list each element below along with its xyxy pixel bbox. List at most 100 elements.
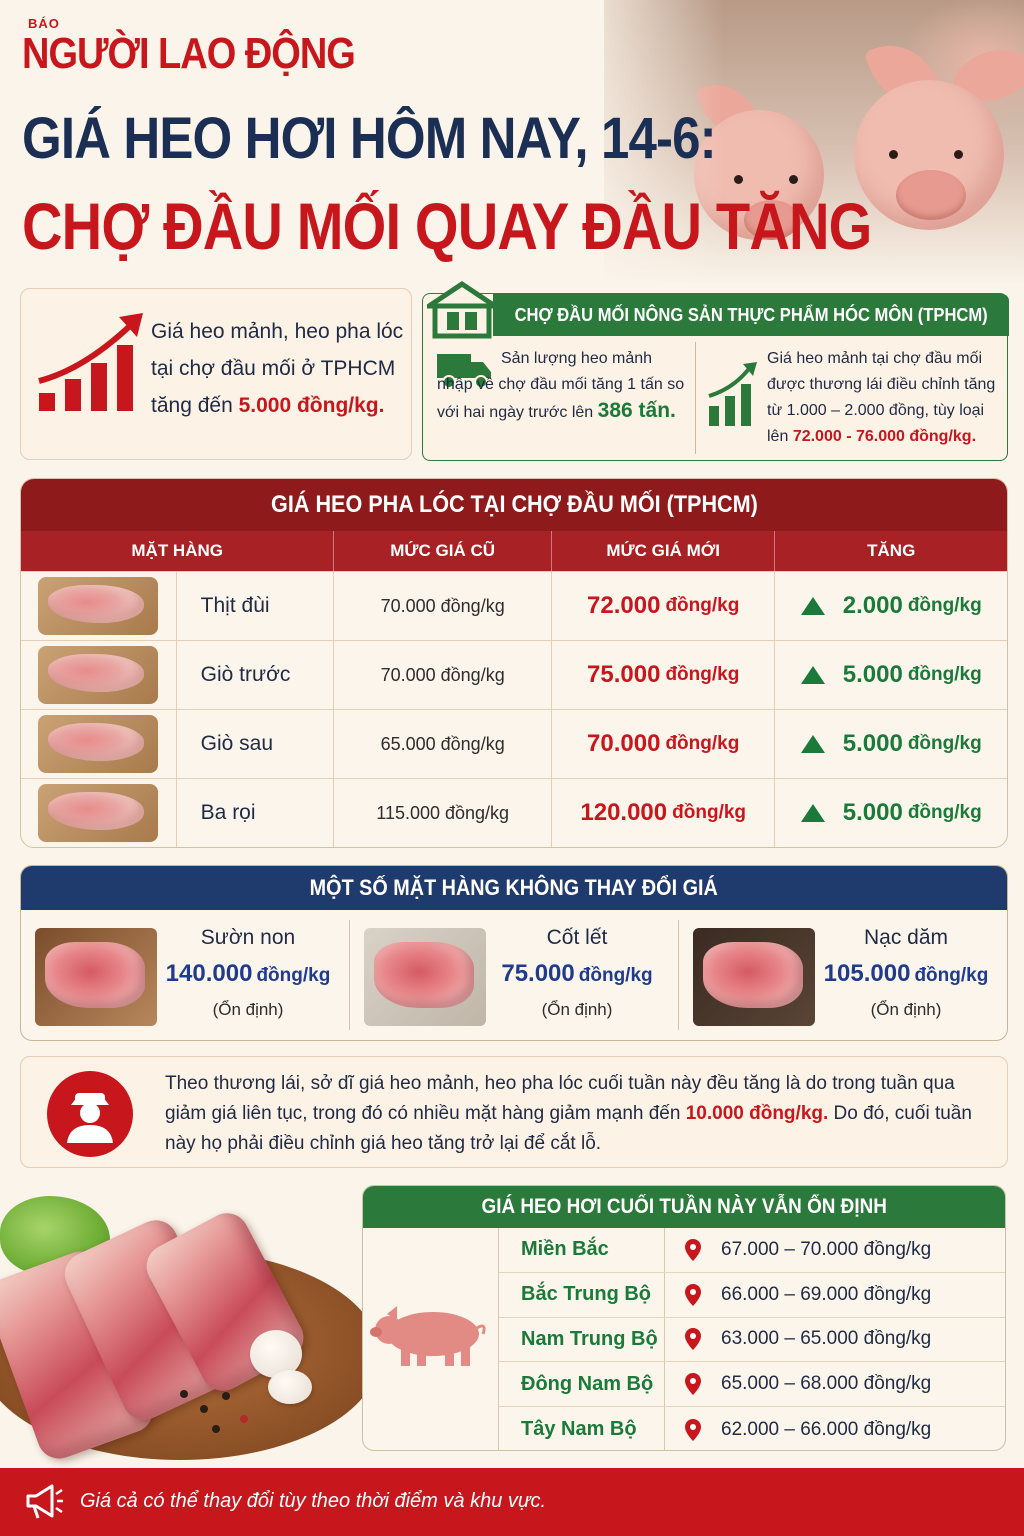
trader-quote: Theo thương lái, sở dĩ giá heo mảnh, heo…	[20, 1056, 1008, 1168]
quote-highlight: 10.000 đồng/kg.	[685, 1103, 829, 1124]
market-left-text: Sản lượng heo mảnh nhập về chợ đầu mối t…	[437, 350, 685, 422]
gio-truoc-image	[38, 646, 159, 704]
list-item: Nam Trung Bộ 63.000 – 65.000 đồng/kg	[499, 1317, 1005, 1363]
item-price: 140.000 đồng/kg	[165, 960, 331, 987]
up-arrow-icon	[800, 597, 825, 615]
item-status: (Ổn định)	[541, 1000, 613, 1019]
new-price: 120.000 đồng/kg	[552, 779, 776, 847]
unchanged-items: MỘT SỐ MẶT HÀNG KHÔNG THAY ĐỔI GIÁ Sườn …	[20, 865, 1008, 1041]
list-item: Bắc Trung Bộ 66.000 – 69.000 đồng/kg	[499, 1272, 1005, 1318]
item-status: (Ổn định)	[212, 1000, 284, 1019]
item-name: Ba rọi	[177, 779, 335, 847]
item-price: 75.000 đồng/kg	[501, 960, 653, 987]
new-price: 70.000 đồng/kg	[552, 710, 776, 778]
new-price: 72.000 đồng/kg	[552, 572, 776, 640]
trend-up-icon	[38, 313, 143, 411]
region-price: 63.000 – 65.000 đồng/kg	[721, 1328, 932, 1350]
summary-highlight: 5.000 đồng/kg.	[238, 394, 385, 417]
trader-icon	[47, 1071, 133, 1157]
region-name: Bắc Trung Bộ	[499, 1272, 665, 1317]
up-arrow-icon	[800, 804, 825, 822]
pig-icon	[370, 1306, 486, 1366]
market-title: CHỢ ĐẦU MỐI NÔNG SẢN THỰC PHẨM HÓC MÔN (…	[493, 294, 1009, 336]
up-arrow-icon	[800, 666, 825, 684]
market-box: CHỢ ĐẦU MỐI NÔNG SẢN THỰC PHẨM HÓC MÔN (…	[422, 280, 1009, 461]
old-price: 115.000 đồng/kg	[334, 779, 552, 847]
item-price: 105.000 đồng/kg	[823, 960, 989, 987]
market-left-value: 386 tấn.	[597, 399, 676, 422]
increase: 5.000 đồng/kg	[775, 779, 1007, 847]
ba-roi-image	[38, 784, 159, 842]
nac-dam-image	[693, 928, 815, 1026]
item-name: Giò trước	[177, 641, 335, 709]
list-item: Đông Nam Bộ 65.000 – 68.000 đồng/kg	[499, 1362, 1005, 1408]
unchanged-item: Sườn non 140.000 đồng/kg (Ổn định)	[21, 920, 350, 1030]
region-name: Đông Nam Bộ	[499, 1362, 665, 1407]
regions-title: GIÁ HEO HƠI CUỐI TUẦN NÀY VẪN ỔN ĐỊNH	[363, 1186, 1005, 1228]
table-row: Giò sau 65.000 đồng/kg 70.000 đồng/kg 5.0…	[21, 709, 1007, 778]
table-row: Giò trước 70.000 đồng/kg 75.000 đồng/kg 5…	[21, 640, 1007, 709]
table-header: MẶT HÀNG MỨC GIÁ CŨ MỨC GIÁ MỚI TĂNG	[21, 531, 1007, 571]
location-pin-icon	[665, 1418, 721, 1441]
region-price: 67.000 – 70.000 đồng/kg	[721, 1238, 932, 1260]
region-price: 62.000 – 66.000 đồng/kg	[721, 1418, 932, 1440]
bar-growth-icon	[708, 362, 757, 426]
old-price: 65.000 đồng/kg	[334, 710, 552, 778]
new-price: 75.000 đồng/kg	[552, 641, 776, 709]
item-name: Nạc dăm	[863, 926, 949, 949]
increase: 2.000 đồng/kg	[775, 572, 1007, 640]
old-price: 70.000 đồng/kg	[334, 641, 552, 709]
item-name: Sườn non	[200, 926, 296, 949]
region-price: 65.000 – 68.000 đồng/kg	[721, 1373, 932, 1395]
item-status: (Ổn định)	[870, 1000, 942, 1019]
region-price: 66.000 – 69.000 đồng/kg	[721, 1283, 932, 1305]
region-name: Miền Bắc	[499, 1228, 665, 1272]
header-new-price: MỨC GIÁ MỚI	[552, 531, 776, 571]
brand-prefix: BÁO	[28, 16, 60, 31]
regional-prices: GIÁ HEO HƠI CUỐI TUẦN NÀY VẪN ỔN ĐỊNH Mi…	[362, 1185, 1006, 1451]
truck-icon	[437, 354, 491, 389]
summary-card: Giá heo mảnh, heo pha lóc tại chợ đầu mố…	[20, 288, 412, 460]
unchanged-item: Nạc dăm 105.000 đồng/kg (Ổn định)	[679, 920, 1007, 1030]
quote-text: Theo thương lái, sở dĩ giá heo mảnh, heo…	[165, 1073, 972, 1154]
list-item: Tây Nam Bộ 62.000 – 66.000 đồng/kg	[499, 1407, 1005, 1450]
suon-non-image	[35, 928, 157, 1026]
list-item: Miền Bắc 67.000 – 70.000 đồng/kg	[499, 1228, 1005, 1273]
pha-loc-table: GIÁ HEO PHA LÓC TẠI CHỢ ĐẦU MỐI (TPHCM) …	[20, 478, 1008, 848]
pha-loc-title: GIÁ HEO PHA LÓC TẠI CHỢ ĐẦU MỐI (TPHCM)	[21, 479, 1007, 531]
header-item: MẶT HÀNG	[21, 531, 335, 571]
table-row: Thịt đùi 70.000 đồng/kg 72.000 đồng/kg 2.…	[21, 571, 1007, 640]
brand-logo: NGƯỜI LAO ĐỘNG	[22, 30, 356, 79]
footer-note: Giá cả có thể thay đổi tùy theo thời điể…	[80, 1490, 547, 1512]
market-right-value: 72.000 - 76.000 đồng/kg.	[792, 428, 977, 445]
cot-let-image	[364, 928, 486, 1026]
old-price: 70.000 đồng/kg	[334, 572, 552, 640]
item-name: Giò sau	[177, 710, 335, 778]
item-name: Thịt đùi	[177, 572, 335, 640]
gio-sau-image	[38, 715, 159, 773]
unchanged-title: MỘT SỐ MẶT HÀNG KHÔNG THAY ĐỔI GIÁ	[21, 866, 1007, 910]
increase: 5.000 đồng/kg	[775, 641, 1007, 709]
page-title-line2: CHỢ ĐẦU MỐI QUAY ĐẦU TĂNG	[22, 189, 872, 263]
location-pin-icon	[665, 1283, 721, 1306]
up-arrow-icon	[800, 735, 825, 753]
unchanged-item: Cốt lết 75.000 đồng/kg (Ổn định)	[350, 920, 679, 1030]
location-pin-icon	[665, 1328, 721, 1351]
page-title-line1: GIÁ HEO HƠI HÔM NAY, 14-6:	[22, 106, 717, 171]
table-row: Ba rọi 115.000 đồng/kg 120.000 đồng/kg 5.…	[21, 778, 1007, 847]
header-increase: TĂNG	[867, 541, 916, 560]
market-house-icon	[427, 280, 497, 339]
increase: 5.000 đồng/kg	[775, 710, 1007, 778]
location-pin-icon	[665, 1373, 721, 1396]
summary-text: Giá heo mảnh, heo pha lóc tại chợ đầu mố…	[151, 320, 404, 417]
item-name: Cốt lết	[546, 926, 608, 949]
region-name: Tây Nam Bộ	[499, 1407, 665, 1450]
region-list: Miền Bắc 67.000 – 70.000 đồng/kg Bắc Tru…	[499, 1228, 1005, 1450]
region-name: Nam Trung Bộ	[499, 1317, 665, 1362]
garlic-image	[268, 1370, 312, 1404]
market-right-text: Giá heo mảnh tại chợ đầu mối được thương…	[767, 350, 996, 445]
location-pin-icon	[665, 1238, 721, 1261]
megaphone-icon	[26, 1484, 63, 1519]
header-old-price: MỨC GIÁ CŨ	[334, 531, 552, 571]
